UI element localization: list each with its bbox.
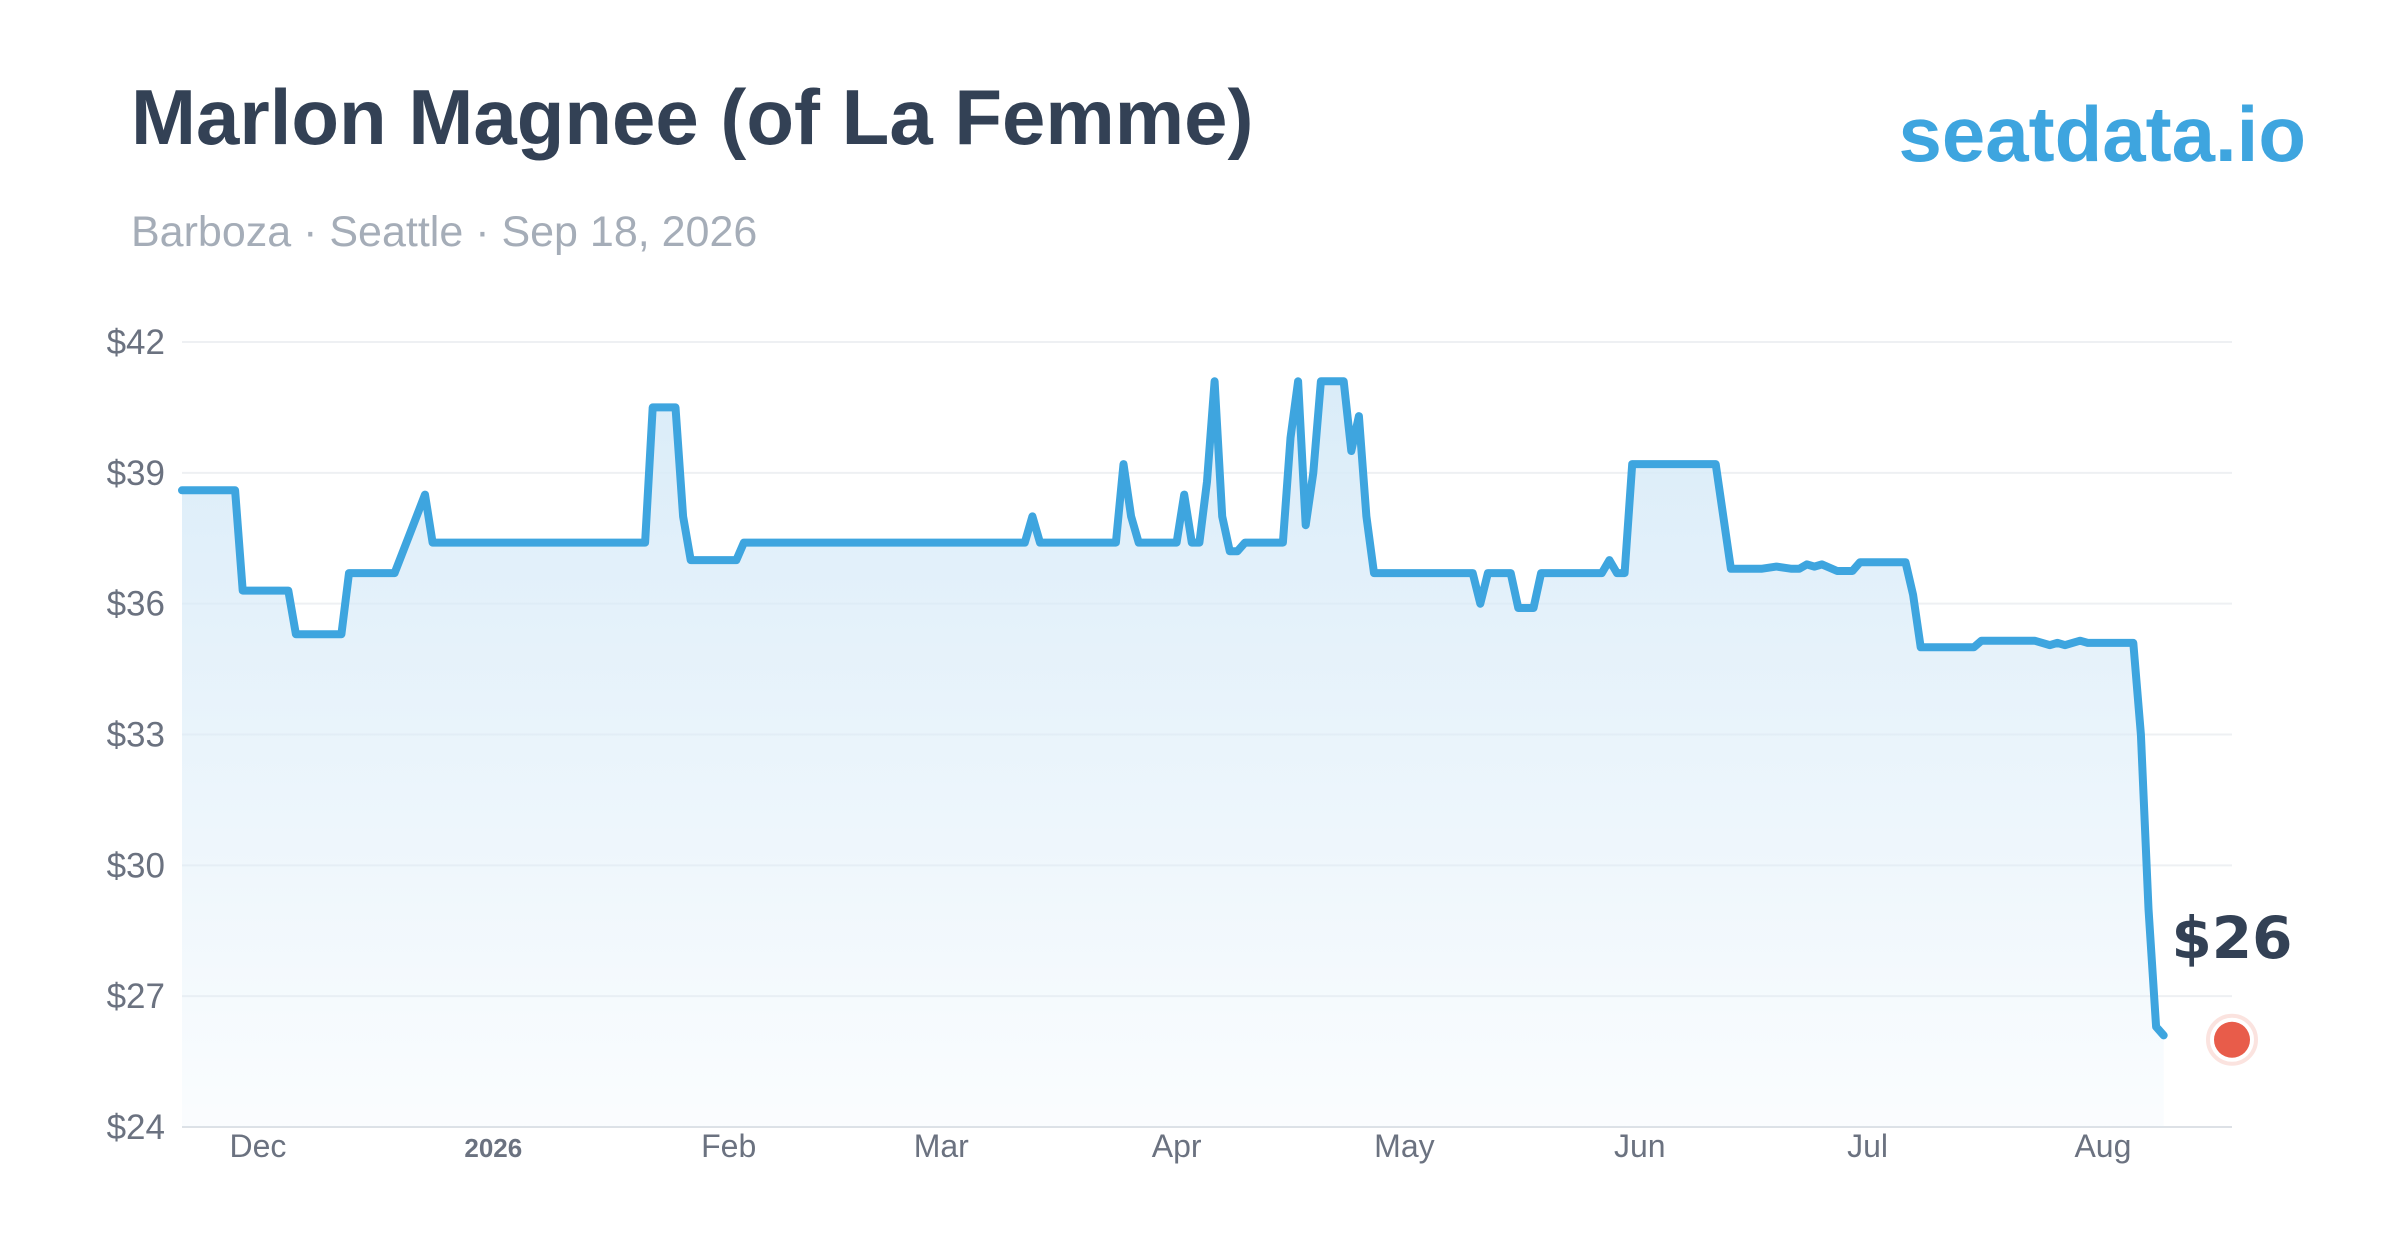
y-tick-label: $24: [107, 1108, 165, 1147]
x-tick-label: Jul: [1847, 1128, 1888, 1164]
price-area: [182, 381, 2164, 1127]
y-tick-label: $42: [107, 323, 165, 362]
y-tick-label: $27: [107, 977, 165, 1016]
y-tick-label: $39: [107, 454, 165, 493]
y-tick-label: $33: [107, 716, 165, 755]
page-subtitle: Barboza · Seattle · Sep 18, 2026: [131, 208, 758, 256]
brand-logo[interactable]: seatdata.io: [1898, 90, 2306, 178]
x-tick-label: May: [1374, 1128, 1434, 1164]
page-title: Marlon Magnee (of La Femme): [131, 73, 1254, 161]
last-price-marker[interactable]: [2214, 1021, 2250, 1058]
y-tick-label: $36: [107, 585, 165, 624]
x-tick-label: Feb: [701, 1128, 756, 1164]
x-tick-label: Apr: [1152, 1128, 1202, 1164]
x-tick-label: Mar: [914, 1128, 969, 1164]
x-tick-label: Aug: [2074, 1128, 2131, 1164]
x-tick-label: 2026: [464, 1133, 522, 1163]
price-line: [178, 377, 2168, 1040]
y-tick-label: $30: [107, 846, 165, 885]
x-tick-label: Jun: [1614, 1128, 1666, 1164]
x-tick-label: Dec: [229, 1128, 286, 1164]
x-axis: Dec 2026 Feb Mar Apr May Jun Jul Aug: [229, 1128, 2131, 1164]
y-axis: $24 $27 $30 $33 $36 $39 $42: [107, 323, 165, 1147]
last-price-label: $26: [2171, 904, 2292, 972]
